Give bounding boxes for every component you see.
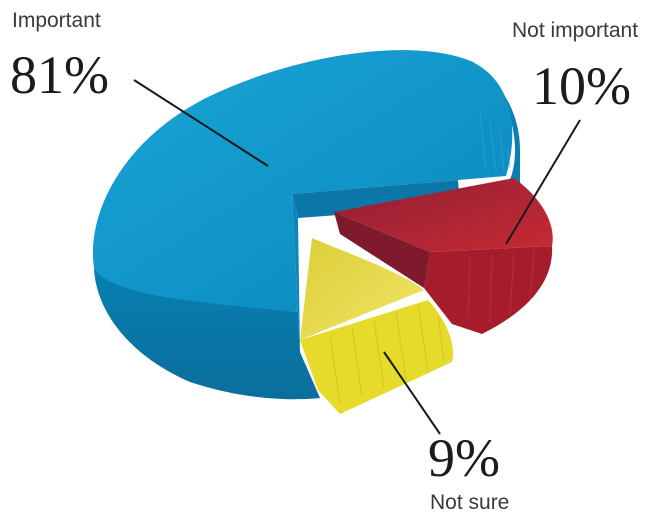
pie-slice-not-important-side [424,246,553,334]
leader-line-not-important [505,119,581,245]
leader-line-important [133,79,269,167]
pie-slice-important-top [92,50,513,313]
value-label-not-sure: 9% [428,428,500,488]
leader-line-not-sure [383,351,441,435]
value-label-important: 81% [10,45,109,105]
label-not-important: Not important [512,19,638,42]
pie-slice-not-important-top [334,178,553,252]
pie-slice-not-important-front [334,212,430,288]
label-not-sure: Not sure [430,491,509,514]
pie-slice-not-important-stripes [467,249,535,323]
pie-slice-not-sure [300,238,453,414]
pie-slice-important-stripes [479,111,511,173]
pie-slice-important-cut-left [292,194,300,352]
pie-slice-important [92,50,520,400]
pie-slice-important-side [94,268,320,400]
pie-slice-not-sure-side [300,300,453,414]
pie-slice-not-sure-top [300,238,424,340]
pie-slice-not-important [334,178,553,334]
pie-slice-not-sure-stripes [329,303,445,405]
value-label-not-important: 10% [532,56,631,116]
label-important: Important [12,9,101,32]
